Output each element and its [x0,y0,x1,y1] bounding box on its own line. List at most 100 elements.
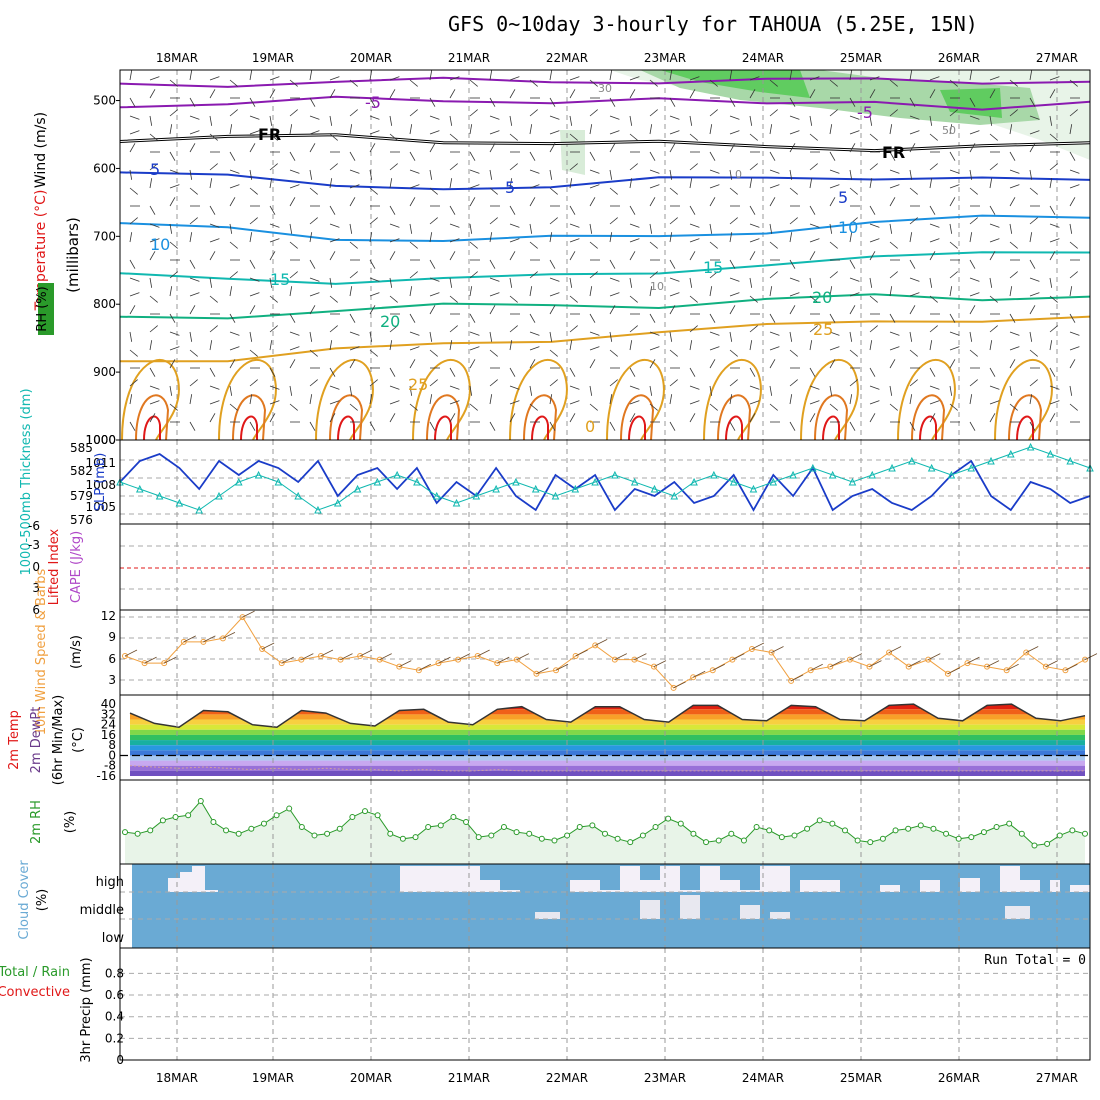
cloud-high-8 [600,890,620,892]
wind-barb [469,197,476,207]
surface-wind-barb [692,670,706,678]
li-tick: 0 [32,560,40,574]
wind-barb [689,340,693,351]
wind-barb [629,133,638,141]
temp-band-10 [130,750,1085,756]
ylabel-precip-total: Total / Rain [0,965,70,980]
wind-barb [329,277,333,288]
thickness-point [809,463,817,472]
wind-barb [469,124,473,135]
wind-barb [869,385,880,390]
wind-barb [269,400,280,405]
wind-barb [449,133,458,141]
thickness-point [650,484,659,493]
thickness-point [452,498,461,507]
wind-tick: 12 [101,609,116,623]
wind-barb [309,169,313,180]
wind-barb [469,241,478,249]
wind-barb [869,238,880,243]
thickness-point [1026,442,1035,451]
wind-barb [349,331,360,336]
wind-barb [749,295,758,303]
wind-barb [969,292,980,297]
wind-barb [949,331,960,336]
wind-barb [269,385,280,390]
surface-wind-barb [810,663,823,671]
surface-wind-barb [869,660,882,668]
thickness-point [591,477,599,486]
wind-barb [649,184,660,189]
wind-barb [969,187,978,195]
wind-barb [389,251,396,261]
wind-barb [229,79,238,87]
wind-barb [969,277,980,282]
wind-barb [849,187,858,195]
wind-barb [129,277,140,282]
wind-barb [289,359,296,369]
pressure-tick: 600 [93,161,116,175]
rh-area [125,801,1085,864]
wind-barb [929,251,936,261]
wind-barb [329,178,333,189]
wind-barb [709,403,718,411]
wind-barb [289,109,298,117]
rh-point [980,829,987,836]
wind-barb [289,169,300,174]
ylabel-wind-units: (m/s) [69,635,84,669]
wind-barb [749,133,758,141]
wind-barb [749,163,758,171]
wind-barb [1029,130,1040,135]
wind-barb [129,292,140,297]
wind-barb [989,89,996,99]
wind-barb [389,325,398,333]
wind-barb [369,143,376,153]
wind-barb [169,271,178,279]
wind-barb [809,277,813,288]
rh-point [185,812,192,819]
wind-barb [729,394,733,405]
cloud-mid-1 [640,900,660,919]
cloud-mid-0 [535,912,560,919]
wind-barb [149,178,153,189]
wind-barb [469,359,476,369]
rh-point [425,824,432,831]
thickness-point [294,491,302,500]
wind-speed-point [494,660,501,667]
temp-band-3 [130,714,1085,720]
wind-barb [149,385,160,390]
wind-barb [709,109,718,117]
wind-barb [449,413,456,423]
rh-point [602,830,608,837]
wind-barb [889,385,893,396]
wind-barb [789,379,798,387]
wind-barb [629,238,640,243]
wind-barb [729,97,736,107]
wind-barb [449,251,456,261]
hot-contour-1 [240,415,258,441]
wind-barb [809,325,818,333]
rh-point [248,825,255,832]
wind-barb [949,79,958,87]
top-day-label: 25MAR [840,51,882,65]
wind-barb [189,187,198,195]
wind-barb [749,251,756,261]
wind-barb [549,305,556,315]
wind-barb [409,313,416,323]
rh-point [475,834,482,841]
li-tick: 6 [32,603,40,617]
isotherm-label: FR [882,143,905,162]
wind-barb [409,385,413,396]
rh-point [260,820,267,827]
wind-speed-point [886,649,893,656]
wind-barb [369,169,373,180]
wind-barb [189,394,193,405]
wind-barb [989,367,996,377]
wind-barb [269,205,276,215]
rh-point [917,822,924,829]
wind-barb [349,197,356,207]
wind-barb [589,124,593,135]
wind-barb [1069,313,1076,323]
thickness-point [690,477,698,486]
wind-barb [1009,169,1020,174]
wind-barb [849,217,858,225]
